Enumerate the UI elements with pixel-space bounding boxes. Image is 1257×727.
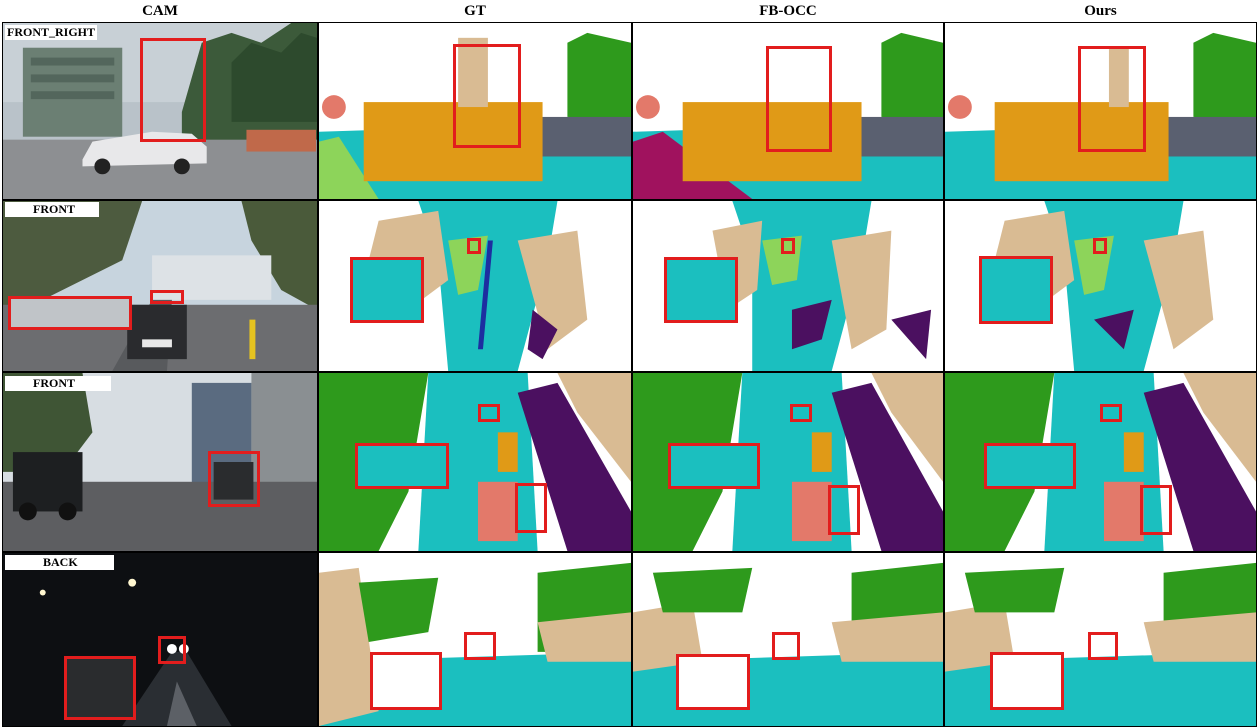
column-header-fbocc: FB-OCC: [759, 3, 817, 19]
ours-occupancy-row1: [944, 22, 1257, 200]
fbocc-occupancy-row2: [632, 200, 944, 372]
highlight-box-gt-row2: [467, 238, 481, 254]
highlight-box-fbocc-row3-far: [790, 404, 812, 422]
highlight-box-fbocc-row3-near: [828, 485, 860, 535]
zoom-inset-gt-row3: [355, 443, 449, 489]
highlight-box-gt-row1: [453, 44, 521, 148]
zoom-inset-fbocc-row2: [664, 257, 738, 323]
highlight-box-fbocc-row2: [781, 238, 795, 254]
highlight-box-ours-row2: [1093, 238, 1107, 254]
highlight-box-ours-row3-far: [1100, 404, 1122, 422]
highlight-box-cam-row3: [208, 451, 260, 507]
row-label-4: BACK: [5, 555, 114, 570]
zoom-inset-gt-row4: [370, 652, 442, 710]
highlight-box-cam-row2: [150, 290, 184, 304]
highlight-box-gt-row3-far: [478, 404, 500, 422]
fbocc-occupancy-row3: [632, 372, 944, 552]
cam-image-row1: [2, 22, 318, 200]
highlight-box-ours-row4: [1088, 632, 1118, 660]
highlight-box-cam-row2-zoomed: [8, 296, 132, 330]
zoom-inset-ours-row4: [990, 652, 1064, 710]
zoom-inset-gt-row2: [350, 257, 424, 323]
zoom-inset-ours-row2: [979, 256, 1053, 324]
gt-occupancy-row2: [318, 200, 632, 372]
highlight-box-ours-row3-near: [1140, 485, 1172, 535]
row-label-2: FRONT: [5, 202, 99, 217]
highlight-box-gt-row4: [464, 632, 496, 660]
highlight-box-ours-row1: [1078, 46, 1146, 152]
row-label-3: FRONT: [5, 376, 111, 391]
column-header-ours: Ours: [1084, 3, 1117, 19]
highlight-box-cam-row1: [140, 38, 206, 142]
row-label-1: FRONT_RIGHT: [5, 25, 98, 40]
column-header-gt: GT: [464, 3, 486, 19]
highlight-box-fbocc-row4: [772, 632, 800, 660]
column-header-cam: CAM: [142, 3, 178, 19]
zoom-inset-fbocc-row4: [676, 654, 750, 710]
highlight-box-cam-row4-zoomed: [64, 656, 136, 720]
zoom-inset-fbocc-row3: [668, 443, 760, 489]
highlight-box-gt-row3-near: [515, 483, 547, 533]
cam-image-row3: [2, 372, 318, 552]
cam-image-row2: [2, 200, 318, 372]
zoom-inset-ours-row3: [984, 443, 1076, 489]
highlight-box-fbocc-row1: [766, 46, 832, 152]
fbocc-occupancy-row1: [632, 22, 944, 200]
highlight-box-cam-row4: [158, 636, 186, 664]
